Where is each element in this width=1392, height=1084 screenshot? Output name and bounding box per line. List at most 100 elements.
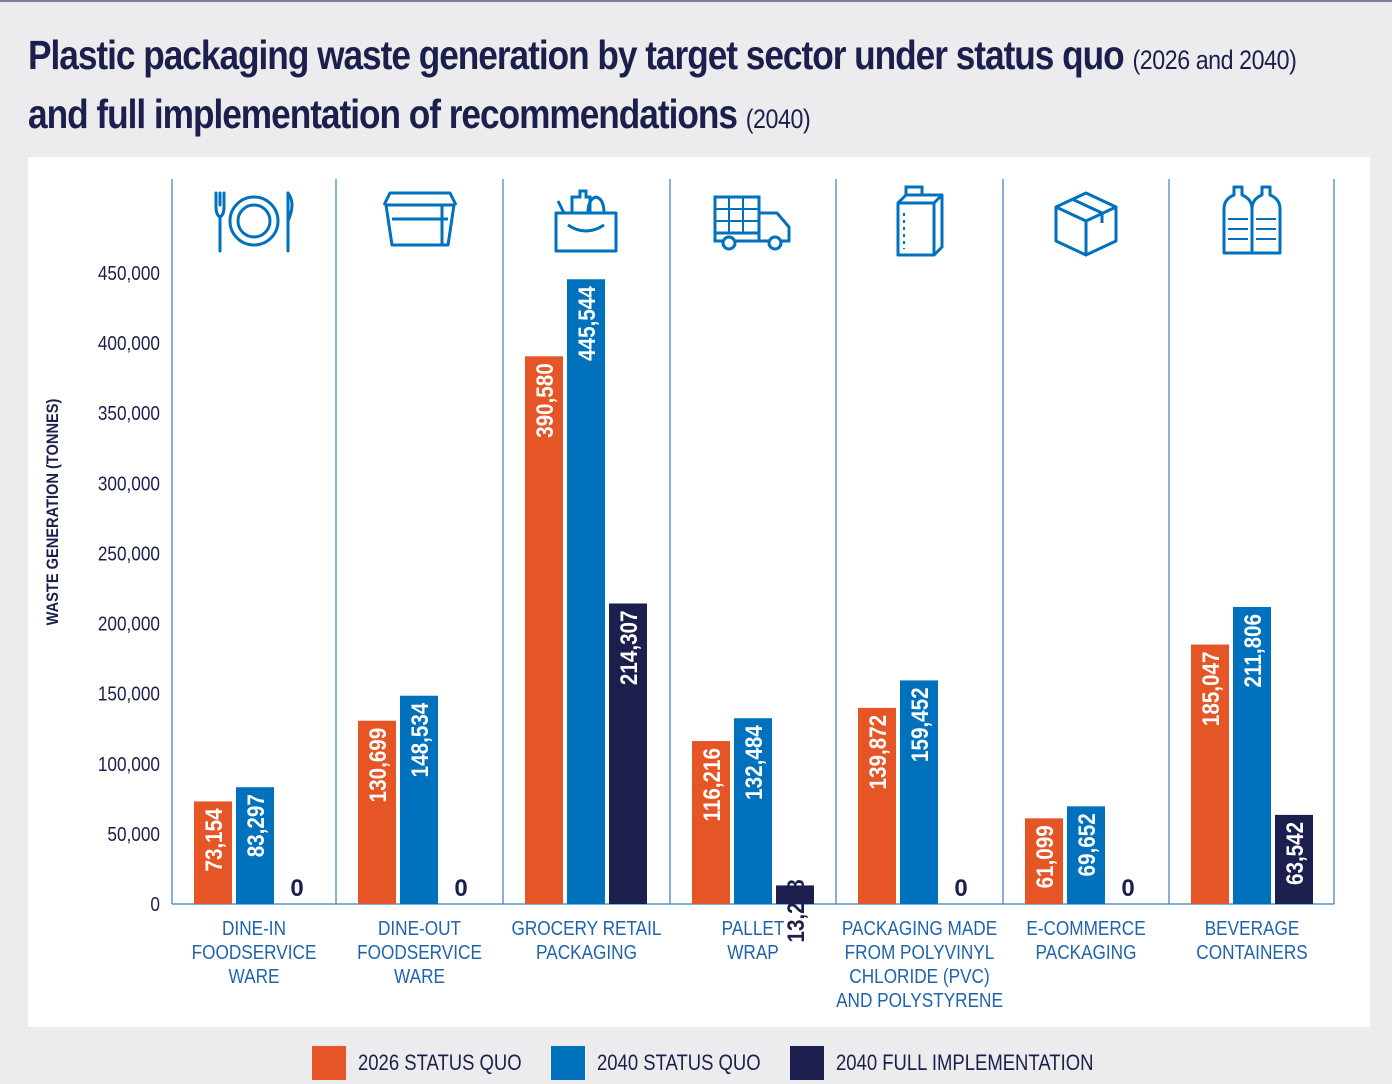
icon-part (904, 185, 924, 195)
title-subtitle1: (2026 and 2040) (1132, 45, 1297, 75)
icon-part (713, 195, 761, 235)
category-label: PACKAGING MADE (842, 917, 997, 940)
category-label: DINE-OUT (378, 917, 461, 940)
data-label: 185,047 (1198, 652, 1225, 727)
data-label: 445,544 (574, 286, 601, 361)
icon-part (932, 193, 944, 257)
bar (194, 801, 232, 904)
title-line1: Plastic packaging waste generation by ta… (28, 32, 1125, 78)
bar (400, 695, 438, 904)
legend-item-2040: 2040 STATUS QUO (551, 1046, 792, 1080)
data-label: 69,652 (1074, 813, 1101, 876)
legend-swatch-2040 (551, 1046, 585, 1080)
chart-title: Plastic packaging waste generation by ta… (28, 28, 1297, 146)
data-label: 0 (954, 875, 967, 902)
icon-part (713, 233, 789, 243)
category-label: FROM POLYVINYL (845, 941, 995, 964)
category-label: BEVERAGE (1205, 917, 1300, 940)
bottles-icon (1222, 185, 1282, 255)
legend-label-2040: 2040 STATUS QUO (597, 1050, 761, 1075)
category-label: PALLET (722, 917, 785, 940)
icon-part (586, 195, 606, 214)
y-tick-label: 450,000 (98, 262, 160, 285)
bar (692, 741, 730, 904)
y-tick-label: 150,000 (98, 682, 160, 705)
bar (900, 680, 938, 904)
legend-item-2026: 2026 STATUS QUO (312, 1046, 553, 1080)
icon-part (382, 191, 458, 206)
icon-part (1054, 207, 1118, 257)
data-label: 139,872 (865, 715, 892, 790)
icon-part (767, 235, 783, 251)
legend-label-2026: 2026 STATUS QUO (358, 1050, 522, 1075)
icon-part (1250, 185, 1282, 255)
category-label: CONTAINERS (1196, 941, 1307, 964)
bar (776, 885, 814, 904)
category-label: DINE-IN (222, 917, 286, 940)
icon-part (1256, 218, 1276, 240)
bar (1233, 607, 1271, 904)
bar (609, 603, 647, 904)
y-axis-label: WASTE GENERATION (TONNES) (44, 399, 62, 626)
legend-swatch-full (790, 1046, 824, 1080)
category-label: E-COMMERCE (1026, 917, 1145, 940)
icon-part (721, 235, 737, 251)
data-label: 159,452 (907, 687, 934, 762)
delivery-truck-icon (713, 195, 791, 251)
data-label: 0 (290, 875, 303, 902)
bar (1025, 818, 1063, 904)
data-label: 61,099 (1032, 825, 1059, 888)
data-label: 130,699 (365, 728, 392, 803)
bar (525, 356, 563, 904)
data-label: 13,248 (783, 879, 810, 942)
grocery-bag-icon (554, 189, 618, 253)
icon-part (286, 191, 294, 253)
plate-cutlery-icon (214, 191, 294, 253)
icon-part (1228, 218, 1248, 240)
category-label: PACKAGING (1036, 941, 1137, 964)
bar (1067, 806, 1105, 904)
data-label: 83,297 (243, 794, 270, 857)
bar-chart: 0 50,000 100,000 150,000 200,000 250,000 300,0… (44, 179, 1335, 1012)
bar (236, 787, 274, 904)
icon-part (554, 211, 618, 253)
y-tick-label: 100,000 (98, 753, 160, 776)
category-label: FOODSERVICE (357, 941, 482, 964)
title-subtitle2: (2040) (745, 104, 811, 134)
cardboard-box-icon (1054, 191, 1118, 257)
y-tick-label: 0 (150, 893, 160, 916)
data-label: 63,542 (1282, 822, 1309, 885)
y-tick-label: 50,000 (107, 823, 160, 846)
legend-item-full: 2040 FULL IMPLEMENTATION (790, 1046, 1142, 1080)
y-tick-label: 250,000 (98, 542, 160, 565)
category-label: WARE (229, 965, 280, 988)
data-label: 148,534 (407, 702, 434, 777)
y-tick-label: 300,000 (98, 472, 160, 495)
category-label: FOODSERVICE (192, 941, 317, 964)
title-line2: and full implementation of recommendatio… (28, 91, 738, 137)
bar (858, 707, 896, 904)
icon-part (228, 195, 280, 247)
category-label: WARE (394, 965, 445, 988)
icon-part (570, 189, 592, 213)
icon-part (392, 205, 448, 245)
data-label: 390,580 (532, 363, 559, 438)
category-label: CHLORIDE (PVC) (849, 965, 989, 988)
icon-part (757, 211, 791, 243)
bar (1275, 814, 1313, 904)
data-label: 0 (454, 875, 467, 902)
legend-label-full: 2040 FULL IMPLEMENTATION (836, 1050, 1094, 1075)
top-rule (0, 0, 1392, 2)
icon-part (556, 200, 605, 233)
icon-part (214, 191, 226, 253)
icon-part (1071, 197, 1104, 223)
data-label: 214,307 (616, 610, 643, 685)
category-label: WRAP (727, 941, 779, 964)
icon-part (236, 203, 272, 239)
bar (567, 279, 605, 904)
category-label: AND POLYSTYRENE (836, 989, 1003, 1012)
data-label: 0 (1121, 875, 1134, 902)
chart-panel: 0 50,000 100,000 150,000 200,000 250,000 300,0… (28, 157, 1370, 1027)
data-label: 73,154 (201, 808, 228, 872)
data-label: 211,806 (1240, 614, 1267, 687)
